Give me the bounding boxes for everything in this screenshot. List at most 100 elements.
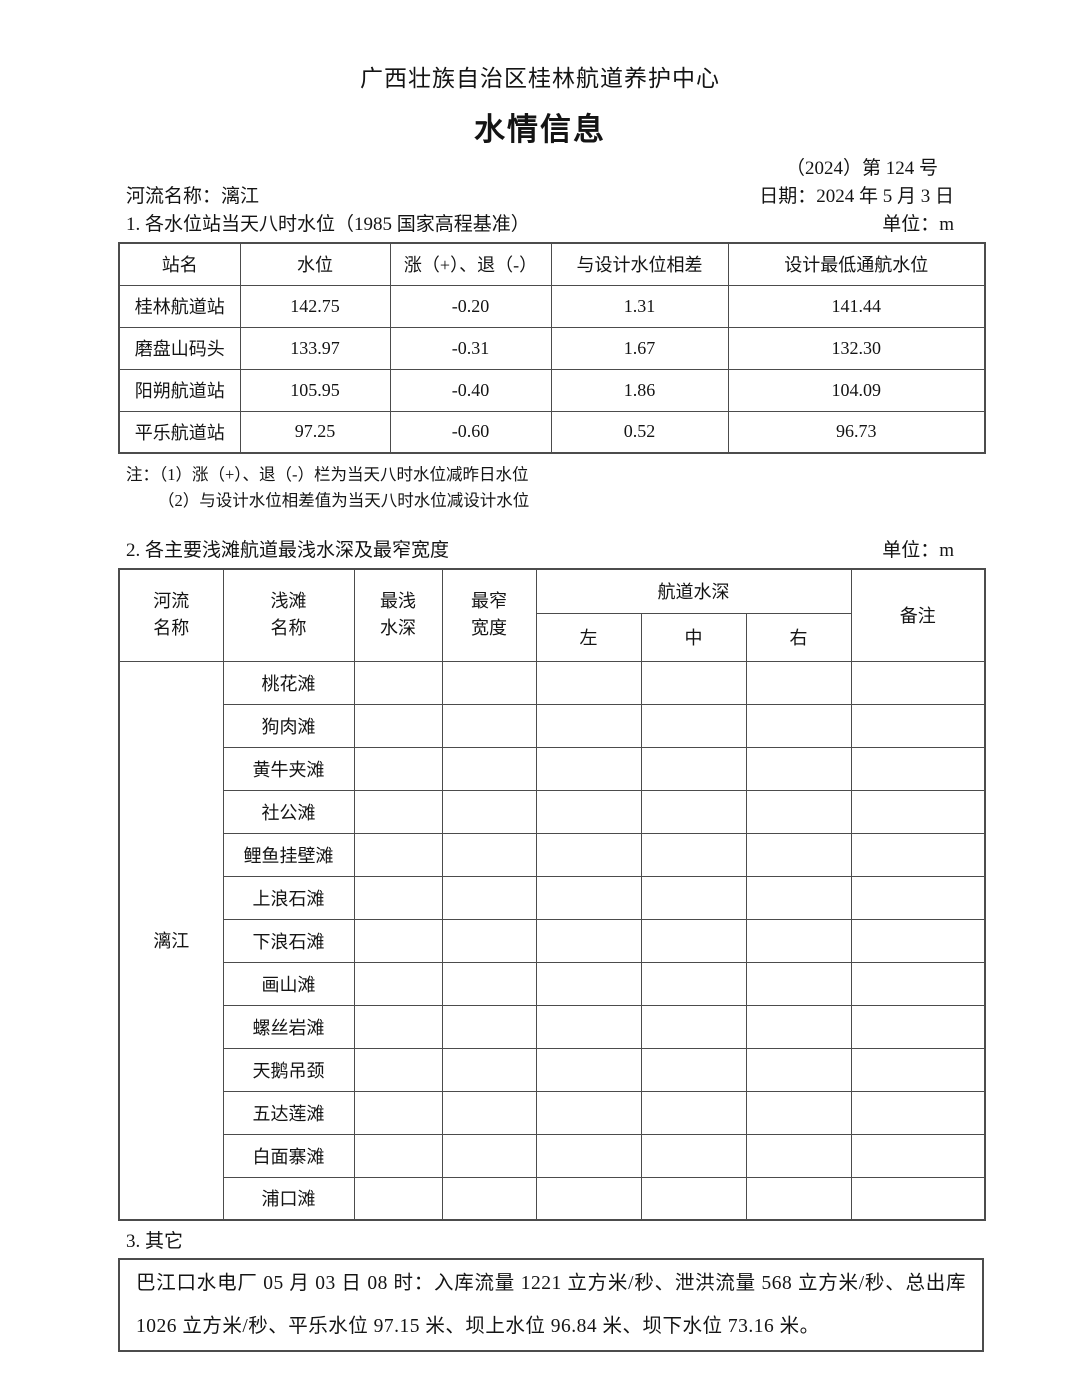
column-header-left: 左	[535, 612, 642, 662]
depth-left-cell	[535, 918, 642, 963]
shoal-row: 漓江 桃花滩	[118, 660, 986, 1221]
depth-left-cell	[535, 1133, 642, 1178]
remark-cell	[850, 1090, 986, 1135]
min-depth-cell	[353, 703, 443, 748]
column-header-station: 站名	[118, 242, 241, 286]
depth-left-cell	[535, 1176, 642, 1221]
shoal-name-cell: 天鹅吊颈	[222, 1047, 355, 1092]
note-line-1: 注：（1）涨（+）、退（-）栏为当天八时水位减昨日水位	[126, 465, 529, 484]
min-width-cell	[441, 1176, 537, 1221]
depth-middle-cell	[640, 961, 747, 1006]
table-row: 桂林航道站 142.75 -0.20 1.31 141.44	[118, 284, 986, 328]
min-depth-cell	[353, 832, 443, 877]
min-depth-cell	[353, 1004, 443, 1049]
design-diff-cell: 0.52	[550, 410, 729, 454]
depth-left-cell	[535, 789, 642, 834]
change-cell: -0.60	[389, 410, 552, 454]
column-header-change: 涨（+）、退（-）	[389, 242, 552, 286]
min-depth-cell	[353, 875, 443, 920]
doc-title: 水情信息	[474, 112, 606, 147]
min-depth-cell	[353, 918, 443, 963]
depth-middle-cell	[640, 1176, 747, 1221]
min-width-cell	[441, 746, 537, 791]
depth-right-cell	[745, 832, 852, 877]
min-depth-cell	[353, 961, 443, 1006]
remark-cell	[850, 1176, 986, 1221]
shoal-row: 白面寨滩	[119, 1133, 986, 1178]
remark-cell	[850, 660, 986, 705]
depth-right-cell	[745, 1047, 852, 1092]
min-width-cell	[441, 1047, 537, 1092]
table-row: 平乐航道站 97.25 -0.60 0.52 96.73	[118, 410, 986, 454]
design-diff-cell: 1.86	[550, 368, 729, 412]
other-info-text: 巴江口水电厂 05 月 03 日 08 时：入库流量 1221 立方米/秒、泄洪…	[136, 1273, 966, 1337]
section2-heading-row: 2. 各主要浅滩航道最浅水深及最窄宽度 单位：m	[118, 538, 984, 564]
column-header-remark: 备注	[850, 568, 986, 662]
depth-middle-cell	[640, 746, 747, 791]
shoal-name-cell: 鲤鱼挂壁滩	[222, 832, 355, 877]
shoal-name-cell: 画山滩	[222, 961, 355, 1006]
shoal-name-cell: 上浪石滩	[222, 875, 355, 920]
depth-left-cell	[535, 703, 642, 748]
remark-cell	[850, 789, 986, 834]
min-nav-cell: 141.44	[727, 284, 986, 328]
column-header-right: 右	[745, 612, 852, 662]
depth-middle-cell	[640, 832, 747, 877]
column-header-min-nav: 设计最低通航水位	[727, 242, 986, 286]
depth-left-cell	[535, 961, 642, 1006]
remark-cell	[850, 1047, 986, 1092]
min-width-cell	[441, 703, 537, 748]
other-info-box: 巴江口水电厂 05 月 03 日 08 时：入库流量 1221 立方米/秒、泄洪…	[118, 1258, 984, 1352]
remark-cell	[850, 746, 986, 791]
min-depth-cell	[353, 789, 443, 834]
column-header-min-width: 最窄宽度	[441, 568, 537, 662]
water-level-cell: 133.97	[239, 326, 391, 370]
station-name-cell: 平乐航道站	[118, 410, 241, 454]
depth-right-cell	[745, 746, 852, 791]
depth-left-cell	[535, 1090, 642, 1135]
min-width-cell	[441, 789, 537, 834]
depth-middle-cell	[640, 660, 747, 705]
issue-number: （2024）第 124 号	[785, 158, 938, 179]
shoal-name-cell: 狗肉滩	[222, 703, 355, 748]
min-width-cell	[441, 961, 537, 1006]
org-title: 广西壮族自治区桂林航道养护中心	[360, 66, 720, 91]
column-header-shoal: 浅滩名称	[222, 568, 355, 662]
depth-middle-cell	[640, 875, 747, 920]
column-header-min-width-text: 最窄宽度	[471, 591, 507, 639]
shoal-row: 五达莲滩	[119, 1090, 986, 1135]
shoal-row: 狗肉滩	[119, 703, 986, 748]
shoal-name-cell: 白面寨滩	[222, 1133, 355, 1178]
depth-middle-cell	[640, 1047, 747, 1092]
remark-cell	[850, 918, 986, 963]
table-row: 磨盘山码头 133.97 -0.31 1.67 132.30	[118, 326, 986, 370]
river-name-label: 河流名称：漓江	[126, 186, 260, 207]
water-level-cell: 97.25	[239, 410, 391, 454]
section3-heading: 3. 其它	[126, 1231, 184, 1252]
column-header-level: 水位	[239, 242, 391, 286]
date-label: 日期：2024 年 5 月 3 日	[759, 186, 954, 207]
min-width-cell	[441, 918, 537, 963]
shoal-name-cell: 五达莲滩	[222, 1090, 355, 1135]
shoal-row: 黄牛夹滩	[119, 746, 986, 791]
change-cell: -0.31	[389, 326, 552, 370]
min-width-cell	[441, 875, 537, 920]
min-depth-cell	[353, 660, 443, 705]
depth-right-cell	[745, 660, 852, 705]
depth-right-cell	[745, 1176, 852, 1221]
remark-cell	[850, 703, 986, 748]
column-header-river-text: 河流名称	[153, 591, 190, 639]
remark-cell	[850, 875, 986, 920]
depth-right-cell	[745, 703, 852, 748]
section2-heading: 2. 各主要浅滩航道最浅水深及最窄宽度	[126, 540, 450, 561]
shoal-row: 上浪石滩	[119, 875, 986, 920]
min-nav-cell: 104.09	[727, 368, 986, 412]
water-level-table: 站名 水位 涨（+）、退（-） 与设计水位相差 设计最低通航水位 桂林航道站 1…	[118, 242, 986, 454]
min-nav-cell: 132.30	[727, 326, 986, 370]
shoal-name-cell: 黄牛夹滩	[222, 746, 355, 791]
column-header-design-diff: 与设计水位相差	[550, 242, 729, 286]
river-cell: 漓江	[118, 660, 224, 1221]
design-diff-cell: 1.67	[550, 326, 729, 370]
min-depth-cell	[353, 746, 443, 791]
min-width-cell	[441, 1004, 537, 1049]
